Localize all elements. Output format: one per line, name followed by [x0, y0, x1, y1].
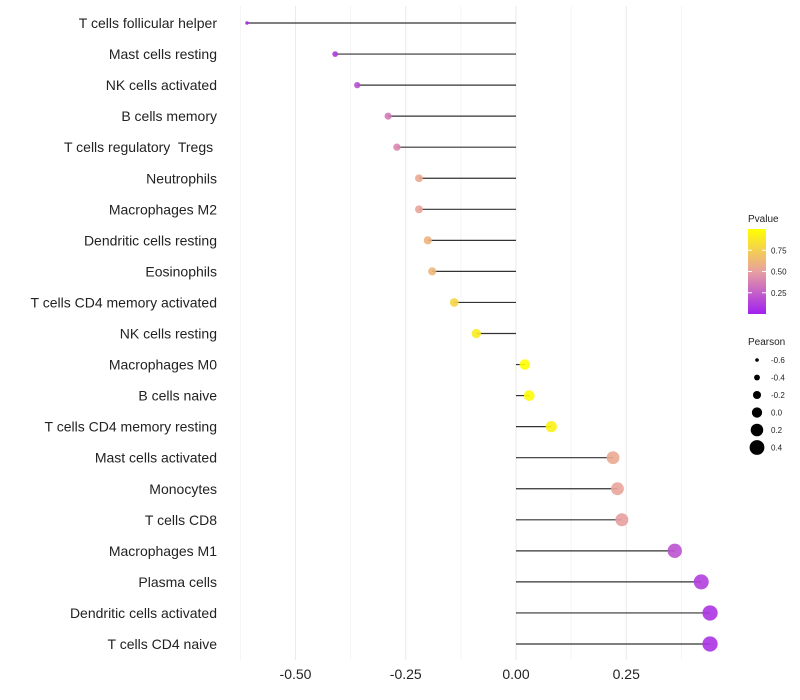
x-axis-ticks: -0.50 -0.25 0.00 0.25 — [280, 666, 641, 682]
data-point — [545, 421, 557, 433]
category-label: T cells CD4 memory resting — [45, 419, 217, 435]
x-tick-label: -0.50 — [280, 666, 312, 682]
color-legend-title: Pvalue — [748, 214, 779, 225]
category-label: Mast cells activated — [95, 450, 217, 466]
size-legend-dot — [755, 358, 759, 362]
color-tick-label: 0.75 — [771, 246, 787, 255]
x-tick-label: 0.00 — [502, 666, 529, 682]
category-label: Macrophages M2 — [109, 201, 217, 217]
x-tick-label: 0.25 — [613, 666, 640, 682]
data-point — [449, 298, 459, 307]
size-legend-label: -0.6 — [771, 356, 785, 365]
data-point — [606, 451, 620, 465]
category-label: T cells regulatory Tregs — [64, 139, 217, 155]
category-label: Macrophages M0 — [109, 357, 217, 373]
category-label: T cells CD8 — [145, 512, 217, 528]
color-tick-label: 0.50 — [771, 268, 787, 277]
legends: Pvalue 0.75 0.50 0.25 Pearson -0.6 -0.4 -0.2… — [748, 214, 787, 455]
data-point — [423, 236, 432, 245]
data-point — [428, 267, 437, 276]
data-point — [384, 112, 392, 120]
category-label: Dendritic cells resting — [84, 232, 217, 248]
data-point — [667, 543, 682, 559]
size-legend-label: -0.2 — [771, 391, 785, 400]
size-legend-dot — [749, 440, 765, 455]
category-label: B cells naive — [138, 388, 217, 404]
color-tick-label: 0.25 — [771, 289, 787, 298]
data-point — [615, 513, 629, 527]
data-point — [332, 51, 339, 57]
category-label: Dendritic cells activated — [70, 605, 217, 621]
color-legend-bar — [748, 229, 766, 314]
category-label: Neutrophils — [146, 170, 217, 186]
size-legend-label: 0.2 — [771, 426, 783, 435]
data-point — [393, 143, 401, 151]
size-legend-dot — [754, 374, 760, 381]
size-legend-label: 0.0 — [771, 409, 783, 418]
category-label: T cells CD4 naive — [108, 636, 218, 652]
category-label: B cells memory — [121, 108, 217, 124]
size-legend-title: Pearson — [748, 337, 785, 348]
size-legend-dot — [750, 423, 764, 437]
category-label: Eosinophils — [145, 263, 217, 279]
data-point — [415, 174, 423, 183]
data-point — [471, 328, 481, 339]
data-point — [354, 81, 361, 89]
category-label: T cells follicular helper — [79, 15, 218, 31]
data-point — [610, 482, 624, 496]
category-label: Plasma cells — [138, 574, 217, 590]
data-point — [702, 636, 718, 652]
category-labels: T cells follicular helper Mast cells rest… — [31, 15, 218, 652]
lollipop-dots — [245, 21, 718, 652]
size-legend-dot — [752, 390, 762, 400]
category-label: Macrophages M1 — [109, 543, 217, 559]
data-point — [523, 390, 535, 401]
color-legend-ticks: 0.75 0.50 0.25 — [748, 246, 787, 298]
category-label: NK cells resting — [120, 326, 217, 342]
x-tick-label: -0.25 — [390, 666, 422, 682]
size-legend-label: 0.4 — [771, 444, 783, 453]
data-point — [415, 205, 423, 214]
size-legend-dot — [751, 407, 763, 418]
lollipop-stems — [246, 22, 711, 645]
category-label: Mast cells resting — [109, 46, 217, 62]
data-point — [693, 574, 709, 590]
grid-lines — [239, 6, 682, 660]
size-legend-label: -0.4 — [771, 374, 785, 383]
category-label: T cells CD4 memory activated — [31, 294, 217, 310]
size-legend-items: -0.6 -0.4 -0.2 0.0 0.2 0.4 — [749, 356, 785, 455]
data-point — [702, 605, 718, 621]
category-label: NK cells activated — [106, 77, 217, 93]
data-point — [519, 359, 531, 370]
category-label: Monocytes — [149, 481, 217, 497]
data-point — [245, 21, 249, 25]
